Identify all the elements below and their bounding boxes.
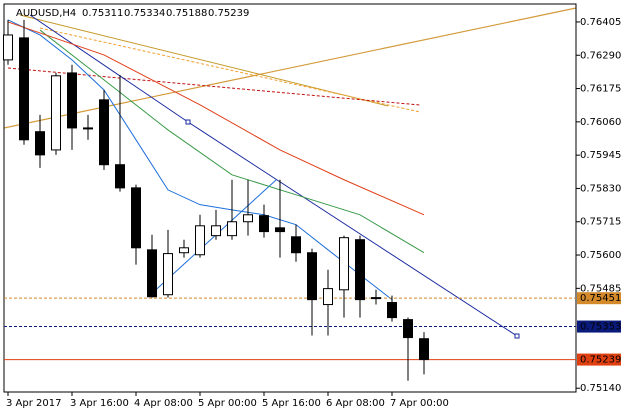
y-tick-label: 0.76175: [580, 84, 621, 95]
y-tick-label: 0.76060: [580, 117, 621, 128]
candle-body: [227, 221, 237, 237]
candle-body: [323, 288, 333, 306]
quote-open: 0.75311: [82, 8, 123, 19]
level-label: 0.75239: [580, 355, 621, 366]
x-tick-label: 7 Apr 00:00: [390, 398, 449, 409]
quote-low: 0.75188: [166, 8, 207, 19]
x-tick-label: 4 Apr 08:00: [134, 398, 193, 409]
candle-body: [259, 215, 269, 233]
candle-body: [99, 99, 109, 166]
y-tick-label: 0.75830: [580, 183, 621, 194]
candle-body: [3, 34, 13, 61]
x-tick-label: 5 Apr 00:00: [198, 398, 257, 409]
x-tick-label: 3 Apr 2017: [6, 398, 61, 409]
y-tick-label: 0.76405: [580, 17, 621, 28]
candle-body: [115, 164, 125, 189]
anchor: [514, 333, 520, 339]
candle-body: [35, 131, 45, 156]
candle-body: [179, 247, 189, 254]
x-tick-label: 5 Apr 16:00: [262, 398, 321, 409]
quote-high: 0.75334: [124, 8, 165, 19]
x-tick-label: 6 Apr 08:00: [326, 398, 385, 409]
moving-average: [7, 21, 425, 216]
candle-body: [419, 338, 429, 361]
y-tick-label: 0.76290: [580, 50, 621, 61]
moving-average: [39, 29, 425, 254]
y-tick-label: 0.75715: [580, 217, 621, 228]
plot-frame: [3, 3, 577, 393]
y-tick-label: 0.75945: [580, 150, 621, 161]
quote-close: 0.75239: [208, 8, 249, 19]
anchor: [185, 119, 191, 125]
chart-title: AUDUSD,H4: [16, 8, 76, 19]
level-label: 0.75451: [580, 293, 621, 304]
candle-body: [67, 72, 77, 129]
candle-body: [83, 127, 93, 130]
candle-body: [387, 302, 397, 319]
y-tick-label: 0.75485: [580, 283, 621, 294]
candle-body: [355, 239, 365, 301]
y-tick-label: 0.75140: [580, 383, 621, 394]
level-label: 0.75353: [580, 322, 621, 333]
trend-line: [19, 14, 389, 107]
moving-average: [7, 19, 393, 301]
candle-body: [211, 225, 221, 237]
candle-body: [371, 297, 381, 300]
candle-body: [163, 253, 173, 296]
candle-body: [275, 227, 285, 233]
candle-body: [19, 37, 29, 141]
candle-body: [339, 237, 349, 291]
candle-body: [403, 319, 413, 339]
candle-body: [131, 187, 141, 249]
trend-line: [7, 67, 421, 106]
candle-body: [51, 75, 61, 151]
y-tick-label: 0.75600: [580, 250, 621, 261]
level-tag: [577, 353, 621, 366]
candle-body: [291, 236, 301, 254]
candle-body: [195, 225, 205, 256]
x-tick-label: 3 Apr 16:00: [70, 398, 129, 409]
level-tag: [577, 292, 621, 305]
level-tag: [577, 320, 621, 333]
candle-body: [147, 249, 157, 298]
candle-body: [307, 252, 317, 301]
candle-body: [243, 214, 253, 223]
